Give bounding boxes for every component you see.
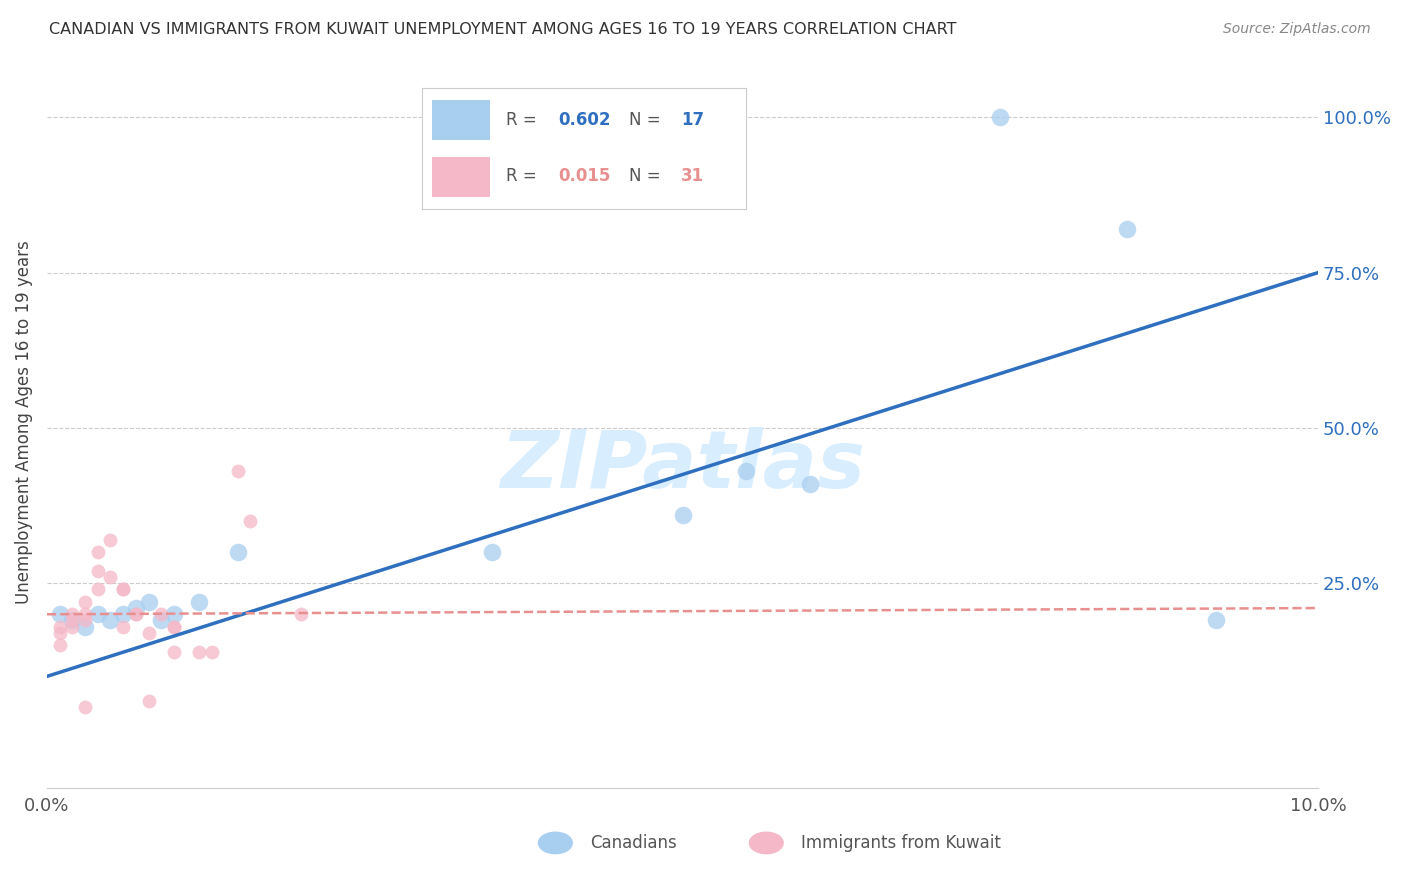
Point [163, 607, 186, 622]
Point [48, 626, 70, 640]
Point [138, 626, 160, 640]
Point [138, 694, 160, 708]
Point [723, 110, 745, 124]
Point [112, 607, 135, 622]
Point [735, 464, 758, 478]
Point [48, 620, 70, 634]
Point [188, 595, 211, 609]
Point [163, 620, 186, 634]
Point [125, 607, 148, 622]
Point [150, 607, 173, 622]
Point [112, 620, 135, 634]
Point [100, 570, 122, 584]
Y-axis label: Unemployment Among Ages 16 to 19 years: Unemployment Among Ages 16 to 19 years [15, 240, 32, 604]
Point [100, 533, 122, 547]
Point [163, 644, 186, 658]
Point [239, 514, 262, 528]
Point [100, 614, 122, 628]
Point [988, 110, 1011, 124]
Point [1205, 614, 1227, 628]
Point [125, 607, 148, 622]
Point [73, 620, 96, 634]
Point [226, 545, 249, 559]
Point [150, 614, 173, 628]
Point [60, 620, 83, 634]
Point [48, 638, 70, 652]
Point [188, 644, 211, 658]
Point [163, 620, 186, 634]
Text: Source: ZipAtlas.com: Source: ZipAtlas.com [1223, 22, 1371, 37]
Point [87, 607, 110, 622]
Point [671, 508, 693, 522]
Point [138, 595, 160, 609]
Point [87, 545, 110, 559]
Point [1116, 222, 1139, 236]
Point [73, 614, 96, 628]
Text: ZIPatlas: ZIPatlas [501, 426, 865, 505]
Text: Immigrants from Kuwait: Immigrants from Kuwait [801, 834, 1001, 852]
Point [73, 700, 96, 714]
Point [60, 614, 83, 628]
Point [87, 582, 110, 597]
Text: CANADIAN VS IMMIGRANTS FROM KUWAIT UNEMPLOYMENT AMONG AGES 16 TO 19 YEARS CORREL: CANADIAN VS IMMIGRANTS FROM KUWAIT UNEMP… [49, 22, 956, 37]
Point [60, 607, 83, 622]
Point [481, 545, 503, 559]
Point [201, 644, 224, 658]
Point [87, 564, 110, 578]
Point [60, 614, 83, 628]
Point [112, 582, 135, 597]
Point [125, 601, 148, 615]
Text: Canadians: Canadians [591, 834, 678, 852]
Point [112, 582, 135, 597]
Point [48, 607, 70, 622]
Point [799, 476, 821, 491]
Point [73, 595, 96, 609]
Point [73, 607, 96, 622]
Point [290, 607, 312, 622]
Point [226, 464, 249, 478]
